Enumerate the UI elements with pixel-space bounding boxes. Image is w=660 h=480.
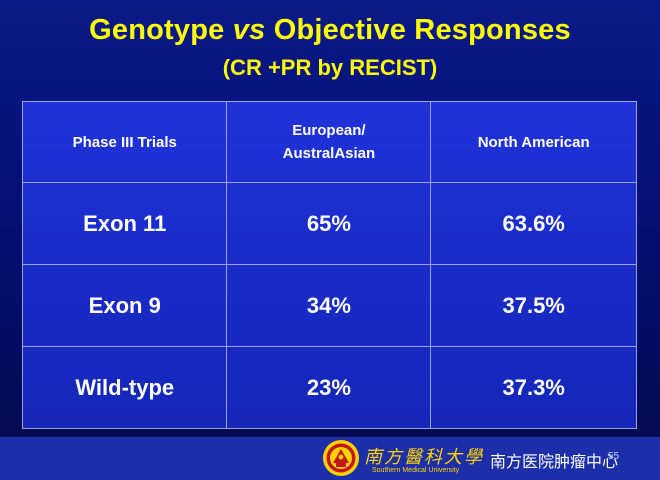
slide-title: Genotype vs Objective Responses: [0, 14, 660, 47]
row-label: Exon 11: [21, 182, 228, 265]
header-european: European/ AustralAsian: [226, 101, 432, 183]
table-row: Exon 9 34% 37.5%: [21, 264, 637, 347]
table-row: Exon 11 65% 63.6%: [21, 182, 637, 265]
header-european-line1: European/: [292, 122, 366, 139]
title-vs: vs: [232, 14, 266, 46]
department-name: 南方医院肿瘤中心: [490, 452, 619, 471]
slide-subtitle: (CR +PR by RECIST): [222, 55, 438, 80]
row-north-american-value: 37.5%: [430, 264, 637, 347]
page-number: 55: [608, 451, 620, 462]
title-prefix: Genotype: [89, 14, 225, 46]
row-european-value: 34%: [226, 264, 432, 347]
university-english-name: Southern Medical University: [372, 467, 460, 474]
header-trials: Phase III Trials: [21, 101, 228, 183]
row-label: Wild-type: [21, 346, 228, 429]
header-north-american: North American: [430, 101, 637, 183]
table-row: Wild-type 23% 37.3%: [21, 346, 637, 429]
row-north-american-value: 63.6%: [430, 182, 637, 265]
header-european-line2: AustralAsian: [282, 145, 376, 162]
university-name: 南方醫科大學: [364, 447, 484, 468]
title-suffix: Objective Responses: [273, 14, 571, 46]
table-header-row: Phase III Trials European/ AustralAsian …: [21, 101, 637, 183]
results-table: Phase III Trials European/ AustralAsian …: [21, 101, 637, 429]
row-european-value: 65%: [226, 182, 432, 265]
footer-bar: 南方醫科大學 Southern Medical University 南方医院肿…: [0, 437, 660, 480]
row-european-value: 23%: [226, 346, 432, 429]
row-label: Exon 9: [21, 264, 228, 347]
row-north-american-value: 37.3%: [430, 346, 637, 429]
university-seal-icon: [323, 440, 359, 476]
